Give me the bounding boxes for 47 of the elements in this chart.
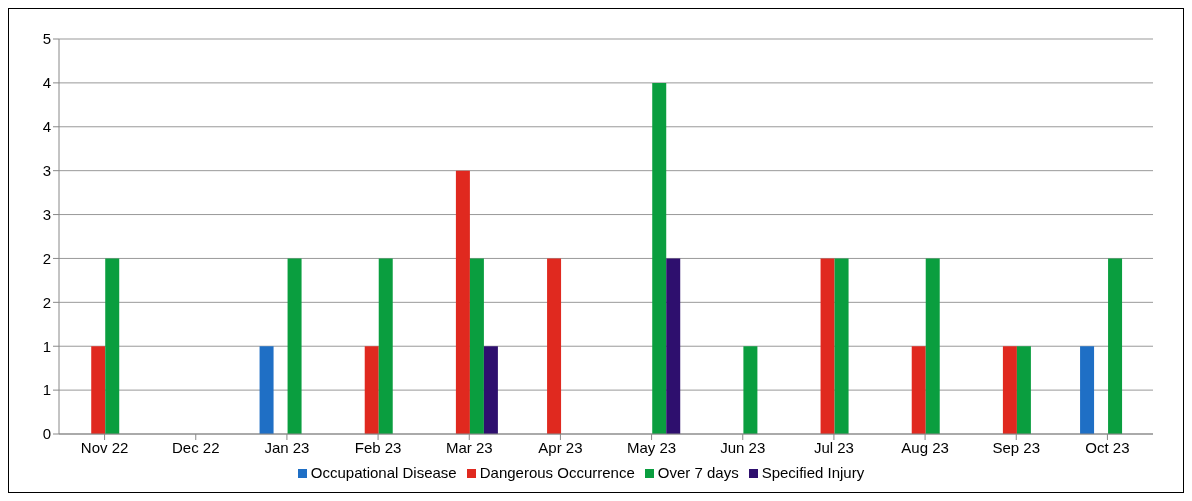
y-tick-label: 4: [42, 118, 51, 136]
x-tick-label: Dec 22: [171, 438, 220, 456]
bar: [469, 258, 484, 434]
x-tick-label: Mar 23: [445, 438, 493, 456]
y-tick-label: 3: [42, 205, 51, 223]
bar: [652, 82, 667, 434]
x-tick-label: Oct 23: [1085, 438, 1130, 456]
bar: [820, 258, 835, 434]
x-tick-label: Sep 23: [992, 438, 1041, 456]
x-tick-label: Aug 23: [901, 438, 949, 456]
x-tick-label: Jul 23: [813, 438, 854, 456]
legend-label: Occupational Disease: [310, 464, 457, 481]
bar: [743, 346, 758, 434]
x-tick-label: Jan 23: [264, 438, 310, 456]
y-tick-label: 4: [42, 74, 51, 92]
legend-label: Specified Injury: [761, 464, 865, 481]
x-tick-label: May 23: [626, 438, 677, 456]
bar: [1080, 346, 1095, 434]
x-tick-label: Apr 23: [538, 438, 583, 456]
y-tick-label: 0: [42, 425, 51, 443]
bar: [1108, 258, 1123, 434]
bar: [666, 258, 681, 434]
bar: [1002, 346, 1017, 434]
x-tick-label: Jun 23: [720, 438, 766, 456]
bar: [834, 258, 849, 434]
bar: [378, 258, 393, 434]
legend-label: Over 7 days: [657, 464, 739, 481]
bar: [287, 258, 302, 434]
y-tick-label: 5: [42, 30, 51, 48]
bar: [259, 346, 274, 434]
legend-label: Dangerous Occurrence: [479, 464, 635, 481]
bar: [911, 346, 926, 434]
y-tick-label: 3: [42, 161, 51, 179]
y-tick-label: 2: [42, 293, 51, 311]
x-tick-label: Nov 22: [80, 438, 129, 456]
bar: [547, 258, 562, 434]
bar: [91, 346, 106, 434]
y-tick-label: 1: [42, 337, 51, 355]
bar: [455, 170, 470, 434]
x-tick-label: Feb 23: [354, 438, 402, 456]
bar: [925, 258, 940, 434]
bar: [105, 258, 120, 434]
y-tick-label: 2: [42, 249, 51, 267]
bar: [1016, 346, 1031, 434]
bar: [483, 346, 498, 434]
y-tick-label: 1: [42, 381, 51, 399]
bar: [364, 346, 379, 434]
